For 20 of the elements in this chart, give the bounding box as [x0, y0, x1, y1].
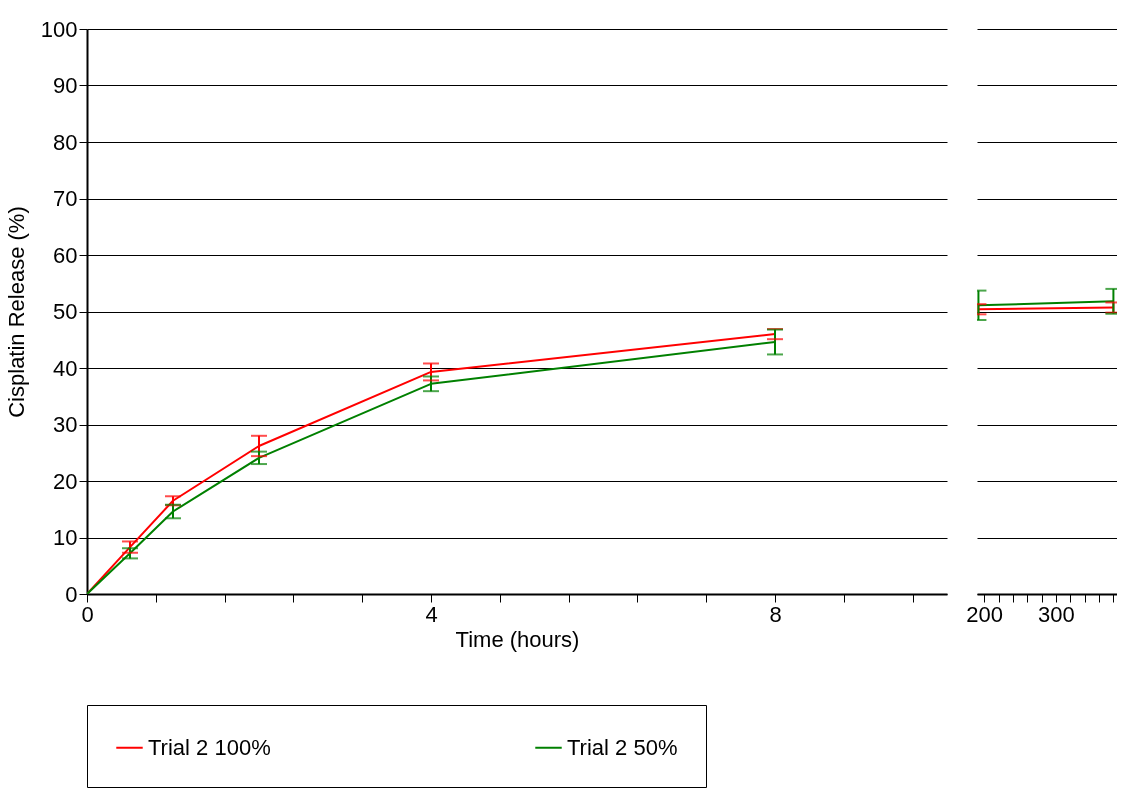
y-tick-label: 90	[53, 73, 78, 98]
x-tick-label: 200	[966, 601, 1004, 627]
y-tick-label: 40	[53, 355, 78, 381]
y-tick-label: 20	[53, 468, 78, 494]
legend-label: Trial 2 50%	[567, 734, 678, 760]
x-tick-label: 300	[1038, 601, 1075, 627]
y-tick-label: 80	[53, 129, 78, 155]
y-tick-label: 30	[53, 412, 78, 437]
x-tick-label: 8	[769, 601, 782, 627]
y-axis-title: Cisplatin Release (%)	[3, 206, 29, 418]
legend-label: Trial 2 100%	[148, 734, 271, 760]
x-tick-label: 0	[81, 601, 94, 627]
x-axis-title: Time (hours)	[455, 626, 580, 652]
y-tick-label: 50	[53, 299, 78, 324]
y-tick-label: 70	[53, 186, 78, 211]
y-tick-label: 100	[40, 16, 78, 42]
y-tick-label: 10	[53, 525, 78, 550]
x-tick-label: 4	[425, 601, 438, 627]
y-tick-label: 0	[65, 581, 78, 607]
y-tick-label: 60	[53, 242, 78, 268]
